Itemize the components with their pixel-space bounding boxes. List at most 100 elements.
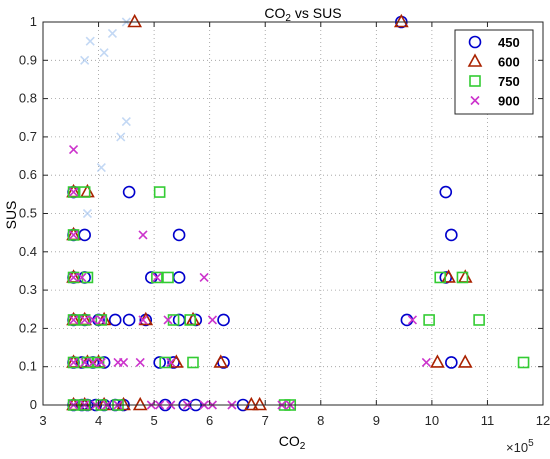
- data-point-750: [151, 271, 163, 284]
- data-point-450: [445, 228, 458, 242]
- data-point-600: [132, 396, 148, 411]
- data-point-900: [68, 230, 79, 240]
- data-point-750: [67, 356, 80, 369]
- legend: 450 600 750 900: [454, 29, 534, 115]
- data-point-900: [68, 272, 79, 283]
- chart-title-subscript: 2: [285, 13, 291, 24]
- x-tick-label: 7: [262, 413, 269, 428]
- faded-data-point: [99, 48, 109, 58]
- y-tick-label: 0.3: [19, 282, 37, 297]
- series-900: [68, 144, 431, 410]
- legend-box: [454, 29, 534, 115]
- data-point-750: [456, 271, 469, 284]
- x-tick-label: 6: [206, 413, 213, 428]
- data-point-750: [67, 314, 80, 326]
- data-point-450: [439, 185, 453, 199]
- data-point-900: [421, 357, 431, 368]
- data-point-600: [243, 396, 259, 411]
- chart-title-rest: vs SUS: [291, 5, 342, 21]
- data-point-900: [80, 357, 90, 368]
- legend-label-600: 600: [498, 55, 520, 70]
- data-point-600: [168, 354, 184, 368]
- data-point-900: [138, 230, 148, 240]
- x-axis-exponent-power: 5: [528, 438, 534, 449]
- x-axis-exponent: ×105: [506, 438, 534, 455]
- x-axis-label: CO2: [279, 433, 306, 452]
- data-point-750: [517, 356, 530, 369]
- x-tick-label: 5: [150, 413, 157, 428]
- x-tick-label: 9: [373, 413, 380, 428]
- x-tick-label: 3: [39, 413, 46, 428]
- faded-markers: [80, 17, 131, 219]
- data-point-900: [68, 187, 79, 197]
- data-point-900: [118, 357, 129, 368]
- data-point-900: [96, 357, 106, 368]
- faded-data-point: [96, 162, 106, 173]
- data-point-900: [138, 315, 148, 325]
- x-axis-label-subscript: 2: [300, 441, 306, 452]
- legend-marker-750: [469, 75, 481, 87]
- data-point-600: [457, 354, 473, 368]
- faded-data-point: [80, 55, 90, 65]
- y-tick-label: 0.1: [19, 359, 37, 374]
- data-point-750: [423, 314, 435, 326]
- y-axis-label: SUS: [3, 201, 19, 230]
- data-point-750: [153, 186, 166, 198]
- y-tick-label: 0.4: [19, 244, 37, 259]
- data-point-900: [88, 357, 98, 368]
- data-point-450: [122, 185, 136, 199]
- data-point-750: [67, 271, 80, 284]
- y-tick-label: 0.5: [19, 206, 37, 221]
- faded-data-point: [107, 28, 118, 39]
- data-point-900: [77, 272, 87, 283]
- y-tick-label: 0: [30, 397, 37, 412]
- data-point-600: [213, 354, 229, 368]
- data-point-900: [407, 315, 418, 325]
- data-point-750: [473, 314, 485, 326]
- data-point-750: [67, 229, 80, 241]
- data-point-450: [445, 356, 458, 369]
- legend-label-450: 450: [498, 35, 520, 50]
- data-point-900: [199, 272, 209, 283]
- data-point-900: [166, 357, 176, 368]
- data-point-750: [184, 314, 197, 326]
- data-point-750: [78, 314, 91, 326]
- legend-label-750: 750: [498, 74, 520, 89]
- faded-data-point: [121, 117, 131, 127]
- y-tick-label: 0.6: [19, 167, 37, 182]
- data-point-450: [122, 313, 136, 327]
- axis-ticks: 3 4 5 6 7 8 9 10 11 12 0 0.1 0.2 0.3 0.4 0.5 0.6 0.7 0.8 0.…: [19, 14, 550, 428]
- data-markers: [66, 13, 530, 412]
- legend-marker-900: [470, 95, 480, 106]
- data-point-450: [172, 228, 186, 242]
- x-tick-label: 12: [536, 413, 550, 428]
- y-tick-label: 0.9: [19, 52, 37, 67]
- data-point-900: [163, 315, 173, 325]
- data-point-900: [135, 357, 145, 368]
- x-tick-label: 11: [481, 413, 495, 428]
- data-point-750: [187, 356, 199, 369]
- y-tick-label: 0.7: [19, 129, 37, 144]
- legend-marker-600: [467, 53, 483, 67]
- x-axis-label-main: CO: [279, 433, 300, 449]
- legend-marker-450: [468, 35, 482, 49]
- data-point-450: [217, 313, 230, 327]
- x-tick-label: 8: [317, 413, 324, 428]
- x-axis-exponent-base: ×10: [506, 440, 528, 455]
- y-tick-label: 0.2: [19, 320, 37, 335]
- x-tick-label: 4: [95, 413, 102, 428]
- chart-title-main: CO: [264, 5, 285, 21]
- faded-data-point: [116, 132, 126, 142]
- data-point-750: [434, 271, 447, 284]
- y-tick-label: 0.8: [19, 91, 37, 106]
- data-point-900: [88, 315, 98, 325]
- x-tick-label: 10: [425, 413, 439, 428]
- data-point-600: [127, 13, 143, 28]
- faded-data-point: [82, 208, 93, 219]
- legend-label-900: 900: [498, 94, 520, 109]
- data-point-750: [78, 186, 91, 198]
- data-point-450: [108, 313, 122, 327]
- data-point-900: [68, 357, 79, 368]
- data-point-900: [152, 272, 162, 283]
